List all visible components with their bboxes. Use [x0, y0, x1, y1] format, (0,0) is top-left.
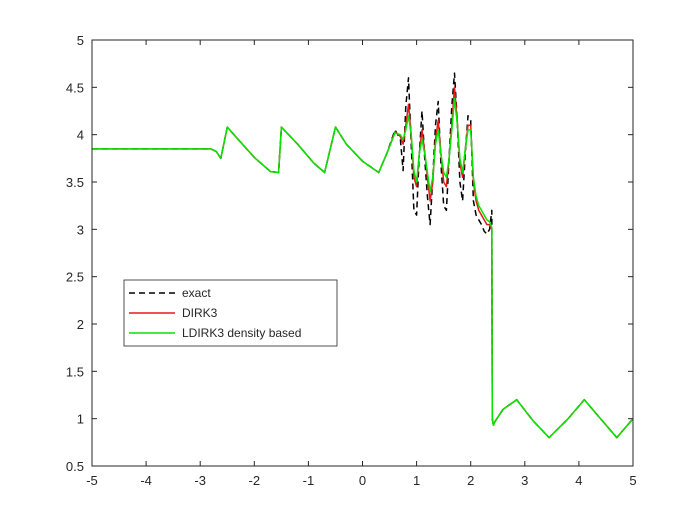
- y-tick-label: 1.5: [66, 364, 84, 379]
- series-line-exact: [92, 72, 634, 439]
- x-tick-label: 5: [629, 473, 636, 488]
- legend: exact DIRK3 LDIRK3 density based: [123, 279, 338, 347]
- y-tick-label: 2: [77, 317, 84, 332]
- legend-label-exact: exact: [182, 286, 211, 300]
- legend-label-ldirk3: LDIRK3 density based: [182, 326, 301, 340]
- x-tick-label: -3: [194, 473, 206, 488]
- series-layer: [92, 72, 634, 439]
- x-axis: -5 -4 -3 -2 -1 0 1 2 3 4 5: [86, 40, 637, 488]
- y-tick-label: 3: [77, 222, 84, 237]
- x-tick-label: -2: [249, 473, 261, 488]
- x-tick-label: 2: [467, 473, 474, 488]
- y-tick-label: 5: [77, 33, 84, 48]
- x-tick-label: 1: [413, 473, 420, 488]
- x-tick-label: 3: [521, 473, 528, 488]
- x-tick-label: -4: [140, 473, 152, 488]
- y-tick-label: 4.5: [66, 80, 84, 95]
- x-tick-label: 4: [575, 473, 582, 488]
- y-tick-label: 1: [77, 412, 84, 427]
- x-tick-label: 0: [359, 473, 366, 488]
- y-tick-label: 4: [77, 128, 84, 143]
- x-tick-label: -5: [86, 473, 98, 488]
- y-axis: 0.5 1 1.5 2 2.5 3 3.5 4 4.5 5: [66, 33, 633, 474]
- y-tick-label: 2.5: [66, 270, 84, 285]
- y-tick-label: 0.5: [66, 459, 84, 474]
- legend-label-dirk3: DIRK3: [182, 306, 218, 320]
- plot-area: [92, 40, 633, 466]
- x-tick-label: -1: [303, 473, 315, 488]
- y-tick-label: 3.5: [66, 175, 84, 190]
- series-line-ldirk3: [92, 97, 634, 439]
